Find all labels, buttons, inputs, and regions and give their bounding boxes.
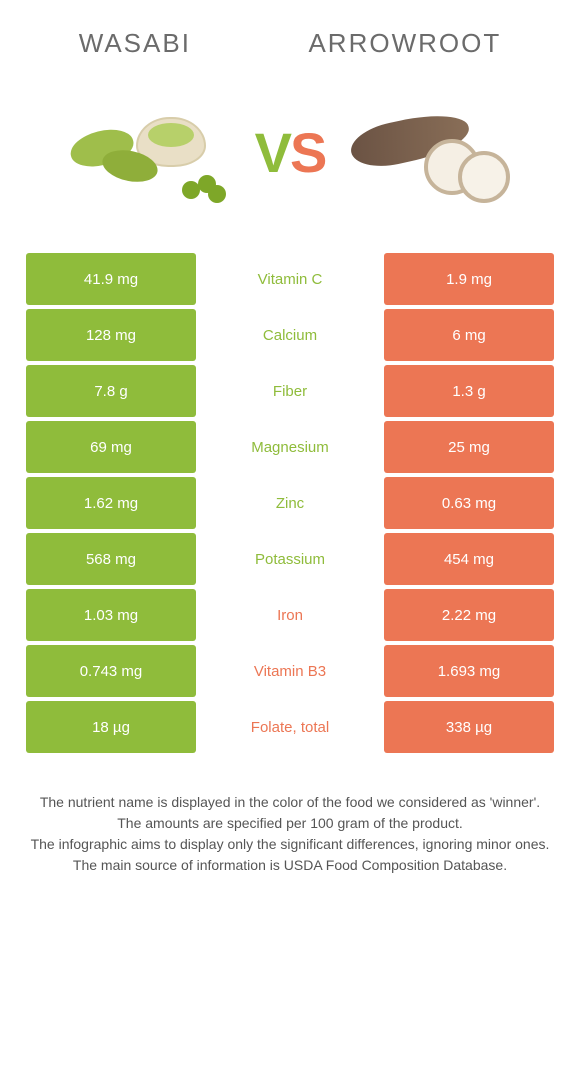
arrowroot-image [339,87,519,217]
right-value: 6 mg [384,309,554,361]
right-value: 338 µg [384,701,554,753]
footnote-line: The amounts are specified per 100 gram o… [24,814,556,833]
table-row: 1.62 mgZinc0.63 mg [26,477,554,529]
nutrient-label: Folate, total [196,701,384,753]
table-row: 568 mgPotassium454 mg [26,533,554,585]
right-value: 1.3 g [384,365,554,417]
vs-label: VS [255,120,326,185]
left-value: 568 mg [26,533,196,585]
hero-row: VS [0,71,580,253]
header-left-title: WASABI [79,28,191,59]
wasabi-illustration [66,97,236,207]
vs-s: S [290,121,325,184]
footnote-line: The infographic aims to display only the… [24,835,556,854]
nutrient-label: Zinc [196,477,384,529]
table-row: 0.743 mgVitamin B31.693 mg [26,645,554,697]
footnote-line: The nutrient name is displayed in the co… [24,793,556,812]
table-row: 18 µgFolate, total338 µg [26,701,554,753]
nutrient-table: 41.9 mgVitamin C1.9 mg128 mgCalcium6 mg7… [0,253,580,753]
right-value: 1.693 mg [384,645,554,697]
left-value: 7.8 g [26,365,196,417]
nutrient-label: Fiber [196,365,384,417]
table-row: 41.9 mgVitamin C1.9 mg [26,253,554,305]
left-value: 1.62 mg [26,477,196,529]
table-row: 69 mgMagnesium25 mg [26,421,554,473]
left-value: 41.9 mg [26,253,196,305]
footnotes: The nutrient name is displayed in the co… [0,757,580,875]
nutrient-label: Vitamin C [196,253,384,305]
footnote-line: The main source of information is USDA F… [24,856,556,875]
nutrient-label: Iron [196,589,384,641]
right-value: 0.63 mg [384,477,554,529]
right-value: 454 mg [384,533,554,585]
header: WASABI ARROWROOT [0,0,580,71]
left-value: 69 mg [26,421,196,473]
left-value: 128 mg [26,309,196,361]
right-value: 2.22 mg [384,589,554,641]
left-value: 1.03 mg [26,589,196,641]
vs-v: V [255,121,290,184]
nutrient-label: Vitamin B3 [196,645,384,697]
arrowroot-illustration [344,97,514,207]
wasabi-image [61,87,241,217]
right-value: 1.9 mg [384,253,554,305]
table-row: 128 mgCalcium6 mg [26,309,554,361]
table-row: 1.03 mgIron2.22 mg [26,589,554,641]
left-value: 18 µg [26,701,196,753]
right-value: 25 mg [384,421,554,473]
nutrient-label: Potassium [196,533,384,585]
left-value: 0.743 mg [26,645,196,697]
nutrient-label: Magnesium [196,421,384,473]
nutrient-label: Calcium [196,309,384,361]
header-right-title: ARROWROOT [308,28,501,59]
table-row: 7.8 gFiber1.3 g [26,365,554,417]
